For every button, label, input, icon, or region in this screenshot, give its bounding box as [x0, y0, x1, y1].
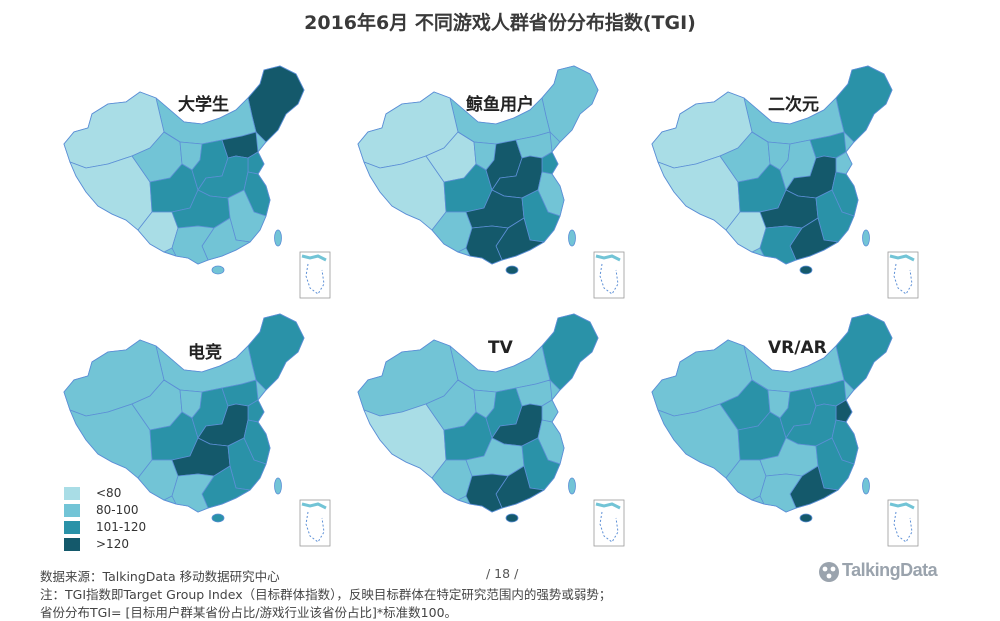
- map-panel-vr-ar: VR/AR: [640, 300, 930, 565]
- south-china-sea-inset: [299, 499, 331, 547]
- south-china-sea-inset: [887, 499, 919, 547]
- china-map: [651, 313, 919, 547]
- legend-swatch: [64, 504, 80, 517]
- region-hainan: [799, 265, 813, 275]
- region-northeast: [835, 313, 893, 391]
- china-map: [357, 313, 625, 547]
- legend-label: >120: [96, 537, 129, 551]
- region-northeast: [247, 65, 305, 143]
- region-northeast: [541, 313, 599, 391]
- region-taiwan: [274, 477, 282, 495]
- legend-swatch: [64, 487, 80, 500]
- legend-item: >120: [64, 537, 184, 553]
- page-number: / 18 /: [486, 566, 519, 581]
- south-china-sea-inset: [593, 251, 625, 299]
- region-taiwan: [568, 477, 576, 495]
- map-title: 电竞: [188, 343, 222, 363]
- map-title: TV: [488, 338, 513, 358]
- region-hainan: [505, 513, 519, 523]
- map-panel-tv: TV: [346, 300, 636, 565]
- region-guangxi: [759, 225, 803, 265]
- china-map: [63, 65, 331, 299]
- tgi-note: 注：TGI指数即Target Group Index（目标群体指数），反映目标群…: [40, 587, 612, 602]
- legend-label: 80-100: [96, 503, 139, 517]
- data-source: 数据来源：TalkingData 移动数据研究中心: [40, 569, 280, 584]
- region-hainan: [211, 265, 225, 275]
- map-panel-whale-users: 鲸鱼用户: [346, 52, 636, 317]
- region-guangxi: [171, 225, 215, 265]
- region-guangxi: [759, 473, 803, 513]
- region-hainan: [505, 265, 519, 275]
- legend-swatch: [64, 538, 80, 551]
- south-china-sea-inset: [593, 499, 625, 547]
- map-panel-acg: 二次元: [640, 52, 930, 317]
- south-china-sea-inset: [299, 251, 331, 299]
- region-guangxi: [465, 225, 509, 265]
- south-china-sea-inset: [887, 251, 919, 299]
- map-title: 二次元: [768, 95, 819, 115]
- logo-text: TalkingData: [842, 560, 938, 580]
- region-northeast: [541, 65, 599, 143]
- map-title: VR/AR: [768, 338, 827, 358]
- talkingdata-logo: TalkingData: [818, 558, 958, 586]
- map-panel-esports: 电竞: [52, 300, 342, 565]
- region-guangxi: [465, 473, 509, 513]
- china-map: [357, 65, 625, 299]
- region-taiwan: [274, 229, 282, 247]
- region-taiwan: [862, 229, 870, 247]
- legend: <80 80-100 101-120 >120: [64, 486, 184, 554]
- legend-label: <80: [96, 486, 122, 500]
- region-hainan: [799, 513, 813, 523]
- legend-item: 101-120: [64, 520, 184, 536]
- map-title: 大学生: [178, 95, 229, 115]
- legend-label: 101-120: [96, 520, 147, 534]
- china-map: [63, 313, 331, 547]
- china-map: [651, 65, 919, 299]
- legend-swatch: [64, 521, 80, 534]
- region-hainan: [211, 513, 225, 523]
- region-northeast: [247, 313, 305, 391]
- region-taiwan: [862, 477, 870, 495]
- tgi-formula: 省份分布TGI= [目标用户群某省份占比/游戏行业该省份占比]*标准数100。: [40, 605, 458, 620]
- legend-item: 80-100: [64, 503, 184, 519]
- map-title: 鲸鱼用户: [466, 95, 534, 115]
- region-taiwan: [568, 229, 576, 247]
- page-title: 2016年6月 不同游戏人群省份分布指数(TGI): [304, 12, 696, 34]
- logo-icon: [819, 562, 839, 582]
- region-guangxi: [171, 473, 215, 513]
- map-panel-college-students: 大学生: [52, 52, 342, 317]
- legend-item: <80: [64, 486, 184, 502]
- region-northeast: [835, 65, 893, 143]
